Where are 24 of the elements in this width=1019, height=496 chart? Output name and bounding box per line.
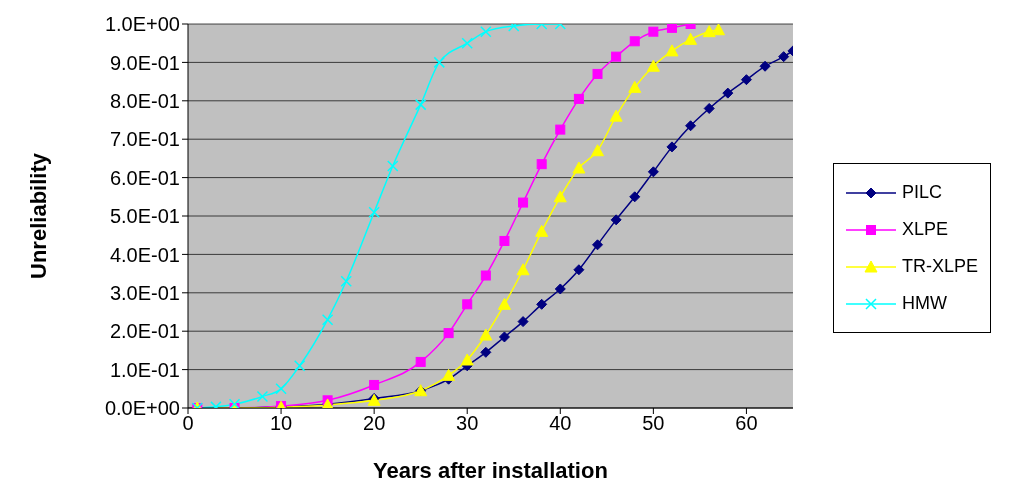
- legend-label: XLPE: [901, 219, 948, 240]
- y-tick-label: 7.0E-01: [109, 128, 180, 151]
- x-tick-label: 10: [269, 412, 293, 435]
- y-tick-label: 2.0E-01: [109, 320, 180, 343]
- y-tick-label: 0.0E+00: [104, 397, 180, 420]
- y-tick-label: 4.0E-01: [109, 243, 180, 266]
- x-tick-label: 50: [642, 412, 665, 435]
- y-axis-title: Unreliability: [25, 152, 51, 279]
- y-tick-label: 9.0E-01: [109, 51, 180, 74]
- x-axis-title: Years after installation: [373, 458, 608, 483]
- x-tick-label: 40: [549, 412, 572, 435]
- x-tick-label: 60: [735, 412, 758, 435]
- y-tick-label: 1.0E-01: [109, 358, 180, 381]
- legend-label: TR-XLPE: [901, 256, 978, 277]
- legend-label: HMW: [901, 293, 947, 314]
- y-tick-label: 6.0E-01: [109, 166, 180, 189]
- x-tick-label: 0: [182, 412, 194, 435]
- y-tick-label: 1.0E+00: [104, 13, 180, 36]
- x-tick-label: 30: [456, 412, 479, 435]
- y-tick-label: 3.0E-01: [109, 281, 180, 304]
- y-tick-label: 5.0E-01: [109, 205, 180, 228]
- y-tick-label: 8.0E-01: [109, 89, 180, 112]
- legend-label: PILC: [901, 182, 942, 203]
- x-tick-label: 20: [363, 412, 386, 435]
